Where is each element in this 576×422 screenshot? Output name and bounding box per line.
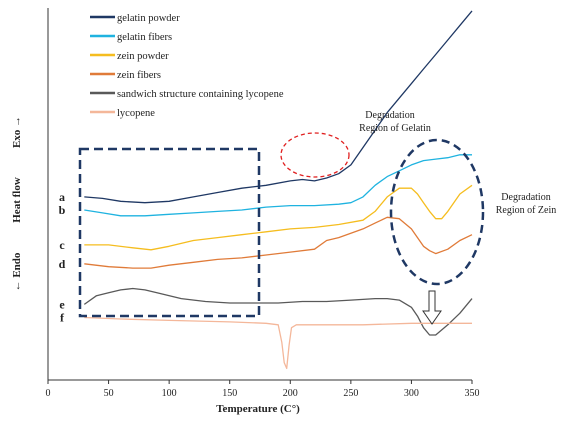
curve-label-f: f bbox=[60, 311, 65, 325]
x-tick-label: 250 bbox=[343, 388, 358, 399]
legend-label: zein powder bbox=[117, 51, 169, 62]
x-tick-label: 0 bbox=[46, 388, 51, 399]
x-tick-label: 200 bbox=[283, 388, 298, 399]
series-line-c bbox=[84, 184, 473, 251]
curve-labels: ab cd ef bbox=[59, 190, 66, 325]
gelatin-region-label-2: Region of Gelatin bbox=[359, 123, 431, 134]
plot-lines bbox=[83, 10, 473, 370]
series-line-f bbox=[84, 316, 472, 370]
down-arrow-icon bbox=[422, 290, 442, 325]
legend-label: lycopene bbox=[117, 108, 155, 119]
x-tick-label: 300 bbox=[404, 388, 419, 399]
curve-label-c: c bbox=[59, 238, 65, 252]
legend-label: gelatin powder bbox=[117, 13, 180, 24]
x-tick-label: 100 bbox=[162, 388, 177, 399]
series-line-e bbox=[83, 287, 473, 336]
zein-region-label-1: Degradation bbox=[501, 192, 550, 203]
curve-label-b: b bbox=[59, 203, 66, 217]
series-line-b bbox=[84, 154, 472, 217]
legend-label: gelatin fibers bbox=[117, 32, 172, 43]
x-axis-label: Temperature (C°) bbox=[216, 403, 300, 415]
series-line-a bbox=[84, 10, 473, 204]
x-tick-label: 50 bbox=[104, 388, 114, 399]
x-tick-label: 350 bbox=[465, 388, 480, 399]
y-axis-label: ← Endo Heat flow Exo → bbox=[11, 116, 23, 291]
x-ticks: 0 50 100 150 200 250 300 350 bbox=[46, 380, 480, 399]
curve-label-e: e bbox=[59, 297, 65, 311]
y-label-exo: Exo → bbox=[11, 116, 23, 148]
y-label-heat-flow: Heat flow bbox=[11, 177, 23, 223]
x-tick-label: 150 bbox=[222, 388, 237, 399]
y-label-endo: ← Endo bbox=[11, 252, 23, 291]
legend-label: zein fibers bbox=[117, 70, 161, 81]
gelatin-region-label-1: Degradation bbox=[365, 110, 414, 121]
curve-label-d: d bbox=[59, 257, 66, 271]
zein-region-label-2: Region of Zein bbox=[496, 205, 557, 216]
low-temperature-region-box bbox=[78, 147, 261, 318]
zein-degradation-ellipse bbox=[389, 138, 485, 286]
legend: gelatin powder gelatin fibers zein powder z… bbox=[90, 13, 284, 119]
legend-label: sandwich structure containing lycopene bbox=[117, 89, 284, 100]
gelatin-degradation-ellipse bbox=[280, 132, 350, 178]
curve-label-a: a bbox=[59, 190, 65, 204]
series-line-d bbox=[84, 216, 473, 269]
